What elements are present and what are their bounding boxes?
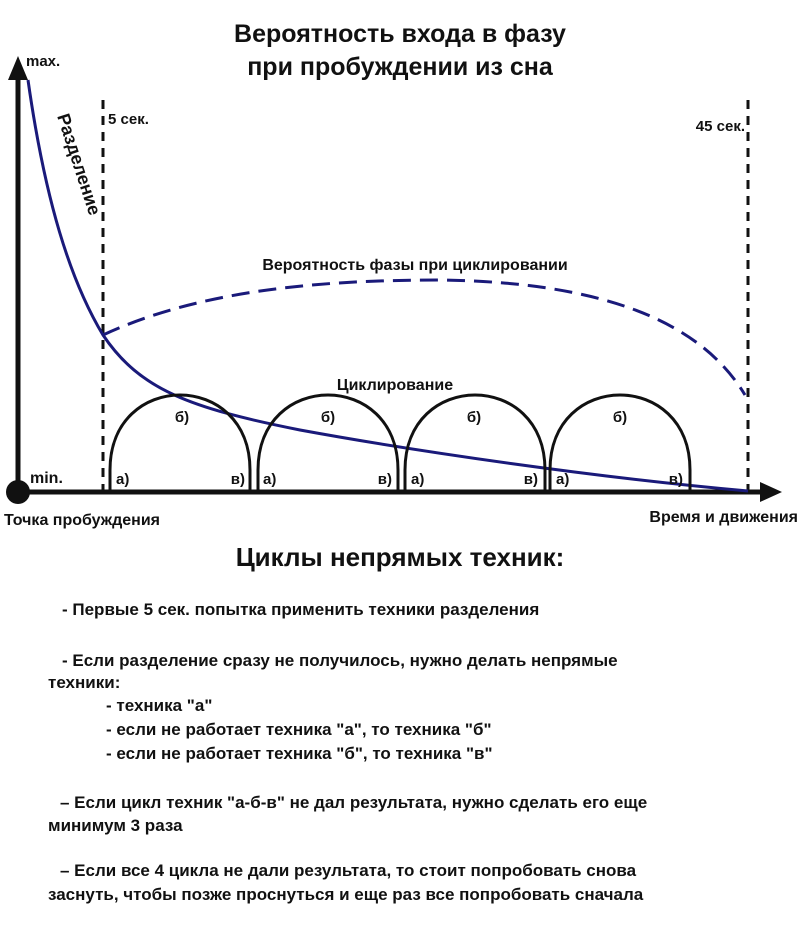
cycle-arch-1	[108, 393, 252, 492]
separation-curve	[26, 79, 749, 493]
cycle-3-c-label: в)	[524, 471, 538, 488]
x-axis-origin-label: Точка пробуждения	[4, 512, 160, 529]
y-axis-max-label: max.	[26, 53, 60, 70]
separation-label: Разделение	[53, 111, 105, 218]
instruction-p2-line2: техники:	[48, 673, 121, 692]
cycle-1-c-label: в)	[231, 471, 245, 488]
marker-5s-label: 5 сек.	[108, 111, 149, 128]
phase-probability-label: Вероятность фазы при циклировании	[262, 257, 567, 274]
instruction-p4-line1: – Если все 4 цикла не дали результата, т…	[60, 861, 637, 880]
diagram-title-line2: при пробуждении из сна	[247, 53, 554, 81]
cycle-arch-3	[403, 393, 547, 492]
instruction-p2-line1: - Если разделение сразу не получилось, н…	[62, 651, 618, 670]
cycle-4-a-label: а)	[556, 471, 569, 488]
cycle-arch-4	[548, 393, 692, 492]
y-axis-min-label: min.	[30, 470, 63, 487]
cycle-arch-2	[256, 393, 400, 492]
cycle-4-b-label: б)	[613, 409, 627, 426]
x-axis-arrowhead	[760, 482, 782, 502]
cycle-2-b-label: б)	[321, 409, 335, 426]
cycle-3-b-label: б)	[467, 409, 481, 426]
cycle-2-c-label: в)	[378, 471, 392, 488]
instruction-item-2: - если не работает техника "а", то техни…	[106, 720, 492, 739]
phase-probability-curve	[102, 278, 747, 396]
cycle-1-b-label: б)	[175, 409, 189, 426]
diagram-title-line1: Вероятность входа в фазу	[234, 20, 566, 48]
cycling-label: Циклирование	[337, 377, 453, 394]
phase-diagram: Вероятность входа в фазу при пробуждении…	[4, 20, 798, 529]
instruction-p3-line2: минимум 3 раза	[48, 816, 183, 835]
instruction-item-1: - техника "а"	[106, 696, 213, 715]
cycle-2-a-label: а)	[263, 471, 276, 488]
y-axis-arrowhead	[8, 56, 28, 80]
cycle-3-a-label: а)	[411, 471, 424, 488]
origin-point	[6, 480, 30, 504]
instruction-p3-line1: – Если цикл техник "а-б-в" не дал резуль…	[60, 793, 648, 812]
instruction-item-3: - если не работает техника "б", то техни…	[106, 744, 493, 763]
cycle-4-c-label: в)	[669, 471, 683, 488]
instruction-p4-line2: заснуть, чтобы позже проснуться и еще ра…	[48, 885, 644, 904]
cycle-1-a-label: а)	[116, 471, 129, 488]
x-axis-end-label: Время и движения	[649, 509, 798, 526]
instruction-p1: - Первые 5 сек. попытка применить техник…	[62, 600, 540, 619]
instructions-heading: Циклы непрямых техник:	[235, 542, 565, 572]
marker-45s-label: 45 сек.	[696, 118, 745, 135]
